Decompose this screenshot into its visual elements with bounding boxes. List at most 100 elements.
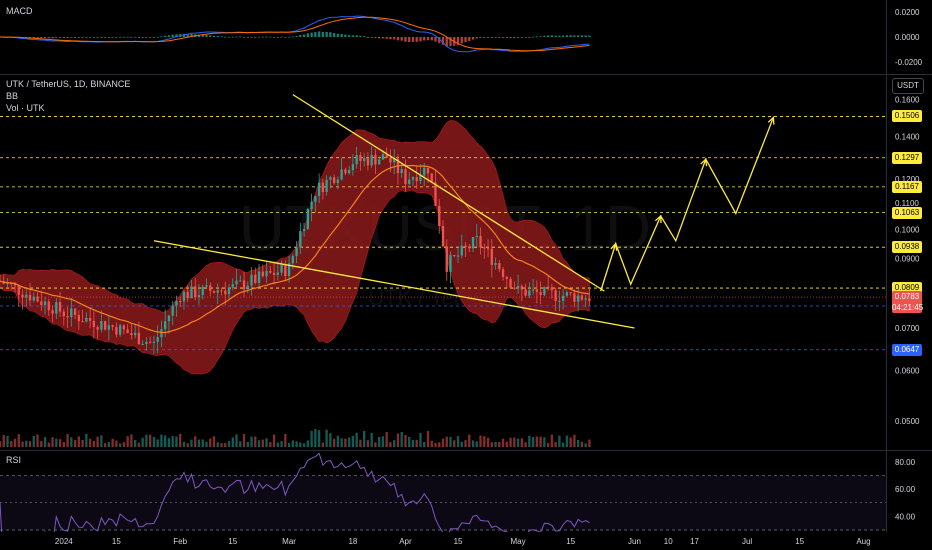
bollinger-basis-line [0,164,590,334]
rsi-label[interactable]: RSI [6,455,22,465]
candle [171,300,174,326]
volume-label[interactable]: Vol · UTK [6,103,45,113]
volume-bar [565,435,569,447]
volume-bar [10,441,13,447]
candle-body [516,286,520,289]
candle [156,325,159,354]
volume-bar [501,438,505,447]
macd-histogram-bar [51,37,54,39]
wedge-upper-trendline[interactable] [292,94,605,292]
candle [344,167,347,176]
candle-body [426,167,430,174]
macd-histogram-bar [347,35,351,37]
candle-body [284,264,287,277]
rsi-tick-label: 40.00 [895,512,916,521]
candle-body [359,155,362,161]
candle-body [389,157,392,163]
macd-histogram-bar [475,37,478,39]
candle [329,175,332,189]
candle-body [321,182,325,193]
macd-histogram-bar [464,37,467,43]
macd-histogram [0,31,591,47]
volume-bar [302,443,306,447]
volume-bar [378,436,381,447]
candle [227,284,231,299]
time-axis[interactable]: 2024 15 Feb 15 Mar 18 Apr 15 May 15 Jun 10 17 Jul 15 Au… [55,537,871,546]
candle-body [70,308,73,318]
candle-body [32,296,35,301]
macd-histogram-bar [381,37,385,39]
macd-histogram-bar [498,37,501,38]
candle [528,282,531,299]
macd-histogram-bar [40,37,43,39]
volume-bar [269,442,272,447]
candle [254,267,257,285]
candle-body [494,263,497,265]
time-tick-label: Mar [282,537,296,546]
volume-bar [374,442,377,447]
candle [284,260,287,281]
volume-bar [25,440,28,447]
candle-body [227,287,231,295]
candle [366,152,370,171]
volume-bar [122,442,126,447]
volume-bar [58,439,62,447]
price-axis[interactable]: 0.1600 0.1400 0.1200 0.1100 0.1000 0.0900 0.08… [895,96,920,426]
macd-histogram-bar [58,37,62,38]
candle-body [498,263,501,270]
time-tick-label: 2024 [55,537,73,546]
volume-bar [415,439,418,447]
volume-bar [261,439,264,447]
chart-title[interactable]: UTK / TetherUS, 1D, BINANCE [6,79,131,89]
candle-body [434,182,437,206]
macd-histogram-bar [190,33,193,37]
macd-histogram-bar [220,36,223,38]
macd-label[interactable]: MACD [6,6,33,16]
wedge-lower-trendline[interactable] [153,240,635,329]
bb-label[interactable]: BB [6,91,19,101]
candle-body [355,155,358,165]
volume-bar [145,434,148,447]
candle [419,163,422,184]
macd-histogram-bar [32,37,35,39]
candle [516,274,520,294]
volume-bar [115,440,118,447]
projected-zigzag-path[interactable] [600,117,774,292]
current-price-tag: 0.0783 04:21:45 [892,291,923,314]
macd-histogram-bar [77,37,81,38]
candle [280,260,283,276]
volume-bar [584,443,587,447]
candle-body [58,302,62,312]
candle [261,264,264,278]
currency-button[interactable]: USDT [892,78,924,94]
macd-histogram-bar [501,37,505,38]
rsi-axis[interactable]: 80.00 60.00 40.00 [895,458,916,522]
candle-body [201,286,204,296]
candle-body [141,343,144,345]
macd-histogram-bar [171,34,174,37]
volume-bar [385,432,388,447]
volume-bar [535,436,539,447]
candle [509,276,512,289]
volume-bar [516,438,520,447]
volume-bar [411,439,415,447]
candle [209,282,212,296]
candle-body [186,291,189,299]
macd-axis[interactable]: 0.0200 0.0000 -0.0200 [895,8,923,67]
candle [212,290,216,294]
candle-body [231,284,234,288]
macd-histogram-bar [396,37,400,41]
macd-histogram-bar [588,35,591,37]
candle-body [415,177,418,181]
volume-bar [280,441,283,447]
volume-bar [524,442,527,447]
candle [355,146,358,169]
macd-histogram-bar [265,36,268,38]
volume-bar [171,435,174,447]
candle [130,324,133,340]
candle-body [464,245,467,247]
volume-bar [475,441,478,447]
macd-line [0,15,590,53]
volume-bar [149,434,152,447]
